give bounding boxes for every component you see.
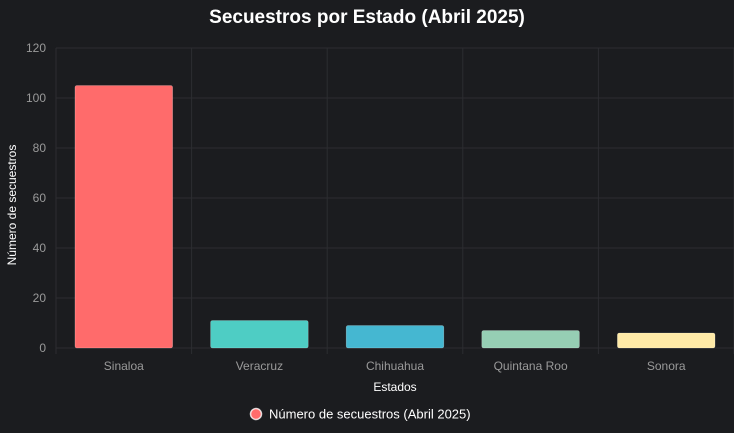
x-axis-title: Estados: [373, 380, 416, 394]
bar-sonora[interactable]: [617, 332, 716, 349]
y-axis-title: Número de secuestros: [5, 145, 19, 266]
chart-title: Secuestros por Estado (Abril 2025): [209, 7, 525, 28]
bar-quintana-roo[interactable]: [481, 330, 580, 349]
y-tick-label: 120: [26, 41, 46, 55]
bar-chihuahua[interactable]: [345, 325, 445, 349]
x-tick-label: Quintana Roo: [494, 359, 568, 373]
x-tick-label: Chihuahua: [366, 359, 424, 373]
y-tick-label: 40: [33, 241, 47, 255]
y-tick-label: 60: [33, 191, 47, 205]
y-tick-label: 100: [26, 91, 46, 105]
legend-label: Número de secuestros (Abril 2025): [269, 407, 471, 422]
legend-marker-icon: [249, 407, 263, 421]
bars: [74, 85, 716, 349]
x-tick-label: Veracruz: [236, 359, 283, 373]
legend[interactable]: Número de secuestros (Abril 2025): [249, 407, 471, 422]
y-tick-label: 0: [39, 341, 46, 355]
y-axis-ticks: 0 20 40 60 80 100 120: [26, 41, 46, 355]
bar-sinaloa[interactable]: [74, 85, 173, 349]
bar-veracruz[interactable]: [210, 320, 309, 349]
x-tick-label: Sonora: [647, 359, 686, 373]
y-tick-label: 20: [33, 291, 47, 305]
x-axis-ticks: Sinaloa Veracruz Chihuahua Quintana Roo Sono…: [104, 359, 686, 373]
x-tick-label: Sinaloa: [104, 359, 144, 373]
y-tick-label: 80: [33, 141, 47, 155]
